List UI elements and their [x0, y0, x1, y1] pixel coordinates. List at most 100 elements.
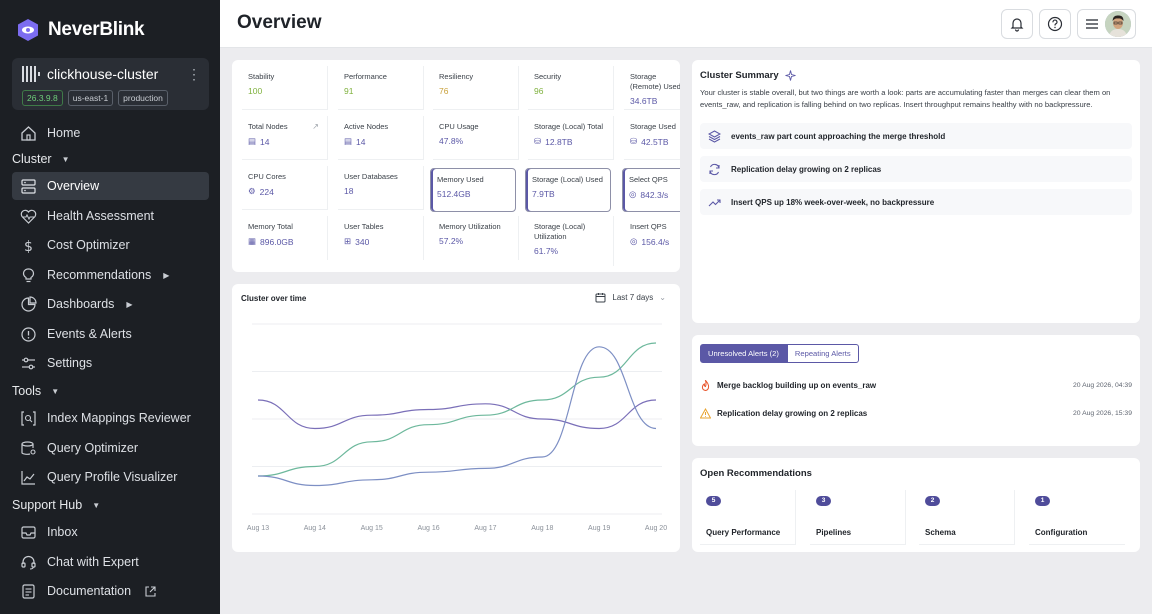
sidebar-item-events-alerts[interactable]: Events & Alerts — [12, 320, 209, 348]
headset-icon — [21, 555, 36, 570]
gauge-icon: ◎ — [629, 189, 637, 199]
count-badge: 1 — [1035, 496, 1050, 506]
metric-security[interactable]: Security 96 — [528, 66, 614, 110]
notifications-button[interactable] — [1001, 9, 1033, 39]
metric-user-databases[interactable]: User Databases 18 — [338, 166, 424, 210]
fire-icon — [701, 379, 710, 391]
sidebar: NeverBlink clickhouse-cluster ⋮ 26.3.9.8… — [0, 0, 220, 614]
series-line-1[interactable] — [257, 399, 657, 430]
hamburger-icon — [1086, 19, 1098, 29]
open-recommendations-card: Open Recommendations 5 Query Performance… — [692, 458, 1140, 552]
metric-storage-used[interactable]: Storage Used ⛁ 42.5TB — [624, 116, 680, 160]
sidebar-item-home[interactable]: Home — [12, 119, 209, 147]
metric-resiliency[interactable]: Resiliency 76 — [433, 66, 519, 110]
series-line-2[interactable] — [257, 342, 657, 477]
metric-storage-remote-used[interactable]: Storage (Remote) Used 34.6TB — [624, 66, 680, 110]
metric-memory-used[interactable]: Memory Used 512.4GB — [430, 168, 516, 212]
database-gear-icon — [21, 440, 36, 455]
calendar-icon — [595, 293, 606, 303]
sidebar-item-inbox[interactable]: Inbox — [12, 518, 209, 546]
brand-name: NeverBlink — [48, 19, 145, 40]
help-button[interactable] — [1039, 9, 1071, 39]
user-avatar-icon — [1105, 11, 1131, 37]
metric-total-nodes[interactable]: Total Nodes ↗ ▤ 14 — [242, 116, 328, 160]
table-icon: ⊞ — [344, 236, 352, 246]
sidebar-item-query-profile-visualizer[interactable]: Query Profile Visualizer — [12, 463, 209, 491]
x-tick-label: Aug 18 — [531, 525, 553, 532]
tab-repeating-alerts[interactable]: Repeating Alerts — [786, 344, 859, 363]
sidebar-item-settings[interactable]: Settings — [12, 349, 209, 377]
metric-stability[interactable]: Stability 100 — [242, 66, 328, 110]
insight-item[interactable]: events_raw part count approaching the me… — [700, 123, 1132, 149]
recommendation-schema[interactable]: 2 Schema — [919, 490, 1015, 545]
sidebar-item-health-assessment[interactable]: Health Assessment — [12, 202, 209, 230]
bell-icon — [1010, 18, 1024, 32]
x-tick-label: Aug 14 — [304, 525, 326, 532]
recommendation-configuration[interactable]: 1 Configuration — [1029, 490, 1125, 545]
section-cluster[interactable]: Cluster ▼ — [12, 152, 70, 166]
topbar: Overview — [220, 0, 1152, 48]
sidebar-item-query-optimizer[interactable]: Query Optimizer — [12, 434, 209, 462]
metric-storage-local-used[interactable]: Storage (Local) Used 7.9TB — [525, 168, 611, 212]
series-line-3[interactable] — [257, 346, 657, 487]
sidebar-item-index-mappings-reviewer[interactable]: Index Mappings Reviewer — [12, 404, 209, 432]
brand[interactable]: NeverBlink — [16, 18, 145, 42]
x-tick-label: Aug 20 — [645, 525, 667, 532]
sidebar-item-overview[interactable]: Overview — [12, 172, 209, 200]
sliders-icon — [22, 357, 35, 369]
x-tick-label: Aug 17 — [474, 525, 496, 532]
metric-memory-total[interactable]: Memory Total ▦ 896.0GB — [242, 216, 328, 260]
metric-cpu-usage[interactable]: CPU Usage 47.8% — [433, 116, 519, 160]
caret-right-icon: ▶ — [163, 270, 170, 280]
line-chart-plot: Aug 13 Aug 14 Aug 15 Aug 16 Aug 17 Aug 18 Aug … — [247, 323, 667, 532]
summary-title: Cluster Summary — [700, 70, 796, 81]
metric-active-nodes[interactable]: Active Nodes ▤ 14 — [338, 116, 424, 160]
x-tick-label: Aug 15 — [361, 525, 383, 532]
nodes-icon: ▤ — [248, 136, 257, 146]
external-link-icon[interactable]: ↗ — [312, 122, 319, 131]
refresh-icon — [709, 163, 720, 175]
x-tick-label: Aug 13 — [247, 525, 269, 532]
memory-icon: ▦ — [248, 236, 257, 246]
metric-storage-local-utilization[interactable]: Storage (Local) Utilization 61.7% — [528, 216, 614, 266]
recommendation-query-performance[interactable]: 5 Query Performance — [700, 490, 796, 545]
metric-insert-qps[interactable]: Insert QPS ◎ 156.4/s — [624, 216, 680, 260]
sidebar-item-recommendations[interactable]: Recommendations ▶ — [12, 261, 209, 289]
sidebar-item-documentation[interactable]: Documentation — [12, 577, 209, 605]
more-vertical-icon[interactable]: ⋮ — [187, 66, 201, 82]
date-range-select[interactable]: Last 7 days ⌄ — [595, 292, 666, 303]
sidebar-item-chat-with-expert[interactable]: Chat with Expert — [12, 548, 209, 576]
metric-select-qps[interactable]: Select QPS ◎ 842.3/s — [622, 168, 680, 212]
x-tick-label: Aug 19 — [588, 525, 610, 532]
metric-performance[interactable]: Performance 91 — [338, 66, 424, 110]
section-support-hub[interactable]: Support Hub ▼ — [12, 498, 101, 512]
count-badge: 3 — [816, 496, 831, 506]
metric-cpu-cores[interactable]: CPU Cores ⚙ 224 — [242, 166, 328, 210]
insight-item[interactable]: Insert QPS up 18% week-over-week, no bac… — [700, 189, 1132, 215]
alert-row[interactable]: Merge backlog building up on events_raw … — [700, 377, 1132, 393]
caret-down-icon: ▼ — [61, 154, 70, 164]
user-menu-button[interactable] — [1077, 9, 1136, 39]
page-title: Overview — [237, 12, 322, 33]
lightbulb-icon — [22, 267, 35, 282]
sidebar-item-cost-optimizer[interactable]: $ Cost Optimizer — [12, 231, 209, 259]
caret-down-icon: ▼ — [92, 500, 101, 510]
cluster-summary-card: Cluster Summary Your cluster is stable o… — [692, 60, 1140, 323]
database-icon: ⛁ — [630, 136, 638, 146]
metric-user-tables[interactable]: User Tables ⊞ 340 — [338, 216, 424, 260]
summary-text: Your cluster is stable overall, but two … — [700, 88, 1111, 109]
alert-row[interactable]: Replication delay growing on 2 replicas … — [700, 405, 1132, 421]
metric-memory-utilization[interactable]: Memory Utilization 57.2% — [433, 216, 519, 260]
insight-item[interactable]: Replication delay growing on 2 replicas — [700, 156, 1132, 182]
metric-storage-local-total[interactable]: Storage (Local) Total ⛁ 12.8TB — [528, 116, 614, 160]
dollar-icon: $ — [24, 239, 33, 254]
line-chart-icon — [21, 470, 35, 485]
cluster-selector[interactable]: clickhouse-cluster ⋮ 26.3.9.8 us-east-1 … — [12, 58, 209, 110]
recommendation-pipelines[interactable]: 3 Pipelines — [810, 490, 906, 545]
section-tools[interactable]: Tools ▼ — [12, 384, 60, 398]
sidebar-item-dashboards[interactable]: Dashboards ▶ — [12, 290, 209, 318]
recommendations-title: Open Recommendations — [700, 468, 812, 479]
chevron-down-icon: ⌄ — [659, 293, 666, 302]
nodes-icon: ▤ — [344, 136, 353, 146]
tab-unresolved-alerts[interactable]: Unresolved Alerts (2) — [700, 344, 787, 363]
